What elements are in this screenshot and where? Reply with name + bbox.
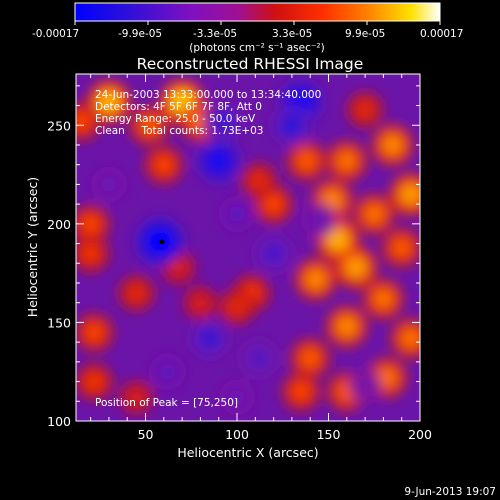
heatmap-blob [363, 203, 385, 225]
heatmap-blob [344, 255, 368, 279]
heatmap-blob [127, 284, 146, 302]
colorbar-tick-label: 3.3e-05 [272, 28, 312, 40]
x-tick-label: 50 [138, 427, 154, 442]
heatmap-blob [391, 237, 412, 258]
heatmap-blob [76, 111, 92, 132]
info-time-range: 24-Jun-2003 13:33:00.000 to 13:34:40.000 [95, 89, 321, 101]
colorbar [74, 2, 441, 22]
heatmap-blob [399, 182, 420, 206]
heatmap-plot [76, 74, 420, 421]
heatmap-blob [281, 114, 303, 136]
info-detectors: Detectors: 4F 5F 6F 7F 8F, Att 0 [95, 101, 262, 113]
x-tick-label: 150 [317, 427, 341, 442]
heatmap-blob [228, 297, 246, 316]
y-axis-label: Heliocentric Y (arcsec) [25, 177, 40, 317]
heatmap-blob [263, 194, 284, 214]
heatmap-blob [304, 267, 327, 291]
heatmap-blob [228, 205, 246, 223]
heatmap-blob [154, 154, 174, 175]
y-tick-label: 200 [47, 217, 71, 232]
heatmap-blob [206, 148, 232, 174]
heatmap-blob [381, 133, 404, 157]
x-tick-label: 200 [408, 427, 432, 442]
heatmap-blob [291, 381, 311, 402]
colorbar-tick-label: 0.00017 [420, 28, 463, 40]
heatmap-blob [100, 176, 118, 193]
heatmap-blob [250, 171, 268, 190]
y-tick-label: 250 [47, 118, 71, 133]
colorbar-tick-label: -3.3e-05 [193, 28, 237, 40]
heatmap-blob [85, 372, 104, 391]
heatmap-blob [228, 388, 246, 406]
axes [76, 74, 421, 422]
heatmap-blob [199, 327, 220, 349]
heatmap-blob [192, 294, 209, 312]
heatmap-blob [80, 214, 101, 234]
heatmap-blob [212, 111, 233, 132]
chart-title: Reconstructed RHESSI Image [137, 55, 364, 73]
heatmap-blob [263, 243, 284, 264]
heatmap-blob [357, 377, 373, 394]
heatmap-blob [299, 347, 321, 369]
tick-labels: 50 100 150 200 100 150 200 250 [47, 118, 432, 442]
heatmap-blob [400, 327, 420, 349]
heatmap-blob [296, 150, 317, 171]
peak-marker [159, 239, 165, 245]
colorbar-tick-label: 9.9e-05 [345, 28, 385, 40]
x-axis-label: Heliocentric X (arcsec) [177, 445, 318, 460]
heatmap-blob [128, 388, 145, 406]
heatmap-blob [372, 288, 395, 310]
colorbar-ticks [74, 21, 441, 25]
date-stamp: 9-Jun-2013 19:07 [404, 486, 496, 498]
heatmap-blob [158, 362, 177, 381]
x-tick-label: 100 [225, 427, 249, 442]
heatmap-blob [311, 211, 328, 229]
heatmap-blob [356, 100, 374, 119]
info-peak-position: Position of Peak = [75,250] [95, 397, 238, 409]
heatmap-blob [96, 89, 122, 114]
heatmap-blob [84, 322, 105, 343]
info-energy-range: Energy Range: 25.0 - 50.0 keV [95, 113, 256, 125]
heatmap-blob [325, 227, 350, 252]
colorbar-unit-label: (photons cm⁻² s⁻¹ asec⁻²) [189, 42, 324, 54]
heatmap-blob [249, 348, 269, 368]
heatmap-blob [81, 244, 100, 263]
heatmap-blob [138, 115, 160, 136]
y-tick-label: 150 [47, 315, 71, 330]
colorbar-tick-label: -9.9e-05 [118, 28, 162, 40]
heatmap-blob [335, 315, 358, 338]
y-tick-label: 100 [47, 414, 71, 429]
plot-frame [75, 73, 421, 422]
heatmap-blob [170, 258, 187, 276]
colorbar-tick-label: -0.00017 [32, 28, 79, 40]
heatmap-blob [336, 150, 358, 172]
info-method-counts: Clean Total counts: 1.73E+03 [95, 125, 264, 137]
